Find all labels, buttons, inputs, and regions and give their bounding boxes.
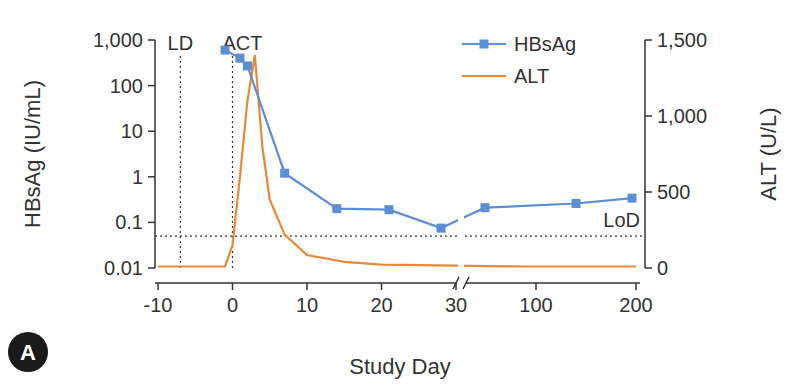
x-tick-label: 200 bbox=[619, 294, 652, 316]
series-marker bbox=[280, 169, 289, 178]
series-line bbox=[225, 50, 632, 228]
x-tick bbox=[306, 283, 308, 290]
series-marker bbox=[221, 46, 230, 55]
break-gap bbox=[458, 36, 464, 272]
reference-line bbox=[155, 236, 645, 237]
y-tick bbox=[148, 130, 155, 132]
x-axis-line bbox=[466, 282, 640, 284]
x-tick bbox=[157, 283, 159, 290]
series-marker bbox=[572, 199, 581, 208]
x-tick-label: 0 bbox=[227, 294, 238, 316]
x-tick bbox=[381, 283, 383, 290]
annotation-label: LD bbox=[168, 32, 194, 54]
axis-break bbox=[463, 277, 469, 289]
series-marker bbox=[437, 224, 446, 233]
panel-label: A bbox=[20, 340, 36, 365]
y-tick-label: 10 bbox=[121, 120, 143, 142]
y-tick-label: 1,000 bbox=[93, 29, 143, 51]
y-axis-title: HBsAg (IU/mL) bbox=[20, 80, 45, 228]
y-tick bbox=[148, 176, 155, 178]
y2-tick-label: 1,500 bbox=[657, 29, 707, 51]
x-tick-label: -10 bbox=[144, 294, 173, 316]
x-tick bbox=[535, 283, 537, 290]
y2-tick-label: 500 bbox=[657, 181, 690, 203]
x-tick bbox=[455, 283, 457, 290]
y2-axis-title: ALT (U/L) bbox=[756, 107, 781, 200]
x-tick-label: 20 bbox=[370, 294, 392, 316]
y-tick-label: 1 bbox=[132, 166, 143, 188]
y2-tick bbox=[645, 115, 652, 117]
series-marker bbox=[243, 61, 252, 70]
legend-marker bbox=[480, 40, 489, 49]
series-marker bbox=[235, 54, 244, 63]
plot-data bbox=[158, 36, 637, 272]
x-tick bbox=[635, 283, 637, 290]
x-axis-line bbox=[155, 282, 456, 284]
x-tick-label: 100 bbox=[519, 294, 552, 316]
y-tick bbox=[148, 39, 155, 41]
x-tick bbox=[232, 283, 234, 290]
x-tick-label: 30 bbox=[445, 294, 467, 316]
series-line bbox=[158, 55, 636, 266]
axis-break bbox=[453, 277, 459, 289]
series-marker bbox=[628, 194, 637, 203]
y2-tick bbox=[645, 267, 652, 269]
series-marker bbox=[384, 205, 393, 214]
chart: 1,000 100 10 1 0.1 0.01 0 500 1,000 1,500 -10 0 10 20… bbox=[0, 0, 800, 388]
panel-badge bbox=[8, 332, 48, 372]
y2-tick bbox=[645, 191, 652, 193]
legend-swatch bbox=[462, 75, 506, 77]
y-tick bbox=[148, 267, 155, 269]
y2-tick-label: 0 bbox=[657, 257, 668, 279]
y2-tick-label: 1,000 bbox=[657, 105, 707, 127]
legend-label: HBsAg bbox=[514, 33, 576, 55]
y-tick bbox=[148, 222, 155, 224]
y-tick-label: 0.01 bbox=[104, 257, 143, 279]
y-tick bbox=[148, 85, 155, 87]
legend-label: ALT bbox=[514, 65, 549, 87]
y2-axis-line bbox=[644, 40, 646, 268]
annotation-line bbox=[180, 56, 181, 268]
y2-tick bbox=[645, 39, 652, 41]
y-axis-line bbox=[154, 40, 156, 268]
x-tick-label: 10 bbox=[296, 294, 318, 316]
y-tick-label: 100 bbox=[110, 75, 143, 97]
series-marker bbox=[481, 203, 490, 212]
y-tick-label: 0.1 bbox=[115, 211, 143, 233]
x-axis-title: Study Day bbox=[349, 354, 451, 379]
series-marker bbox=[332, 204, 341, 213]
reference-label: LoD bbox=[603, 209, 640, 231]
